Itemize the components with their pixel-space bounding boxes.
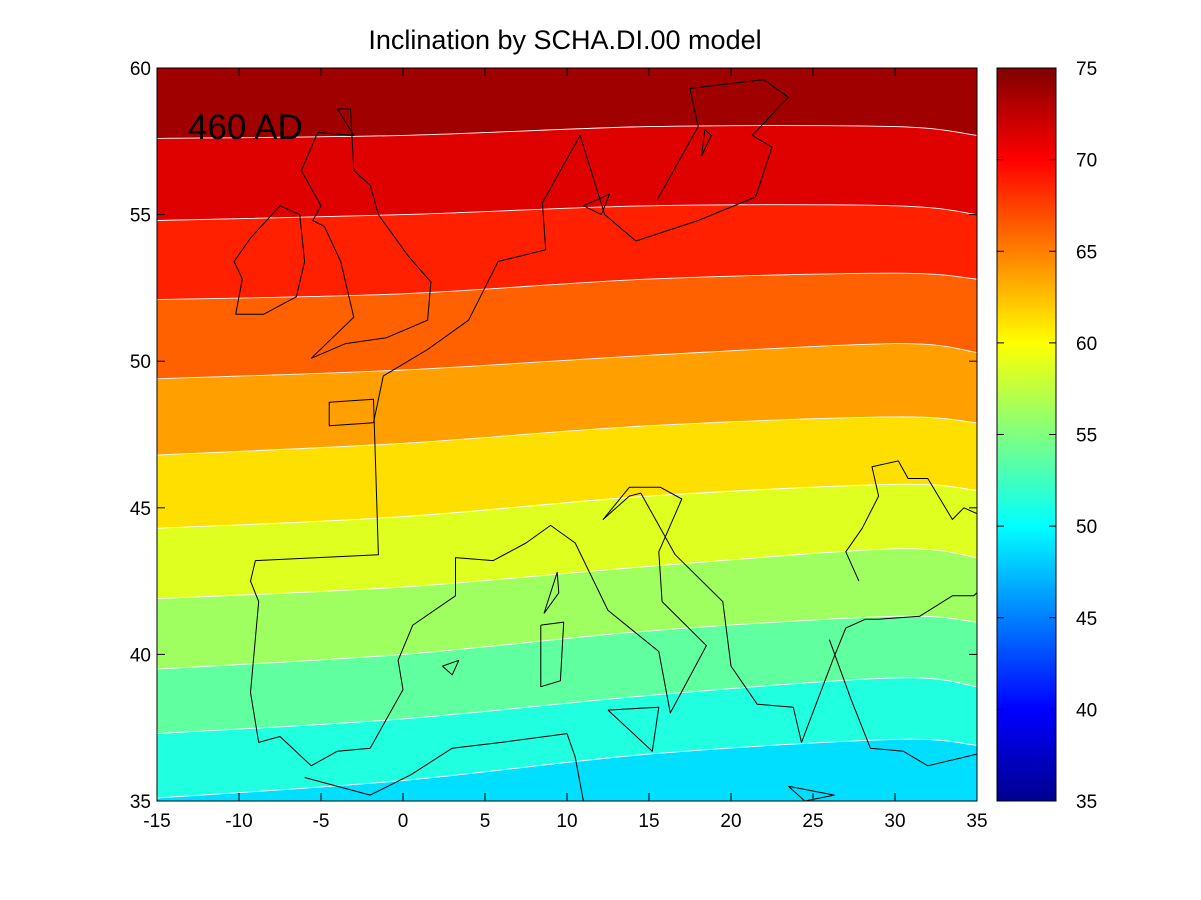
colorbar-gradient — [997, 68, 1056, 801]
colorbar-tick-label: 55 — [1076, 426, 1097, 447]
x-tick-label: 10 — [556, 811, 577, 832]
chart-title: Inclination by SCHA.DI.00 model — [368, 25, 761, 55]
coastline-great-britain — [300, 108, 432, 359]
colorbar-tick-label: 65 — [1076, 242, 1097, 263]
colorbar-tick-label: 70 — [1076, 151, 1097, 172]
x-tick-label: -15 — [143, 811, 170, 832]
coastline-gotland — [701, 129, 712, 157]
y-tick-label: 45 — [130, 499, 151, 520]
coastline-crete — [788, 785, 835, 801]
coastline-sjaelland — [583, 193, 611, 216]
isoline-62.5 — [157, 416, 977, 456]
colorbar-tick-label: 75 — [1076, 59, 1097, 80]
coastline-iberia-france-italy-balkans — [250, 398, 977, 767]
colorbar: 35 40 45 50 55 60 65 70 75 — [996, 59, 1097, 813]
y-tick-label: 35 — [130, 792, 151, 813]
x-tick-label: 25 — [802, 811, 823, 832]
coastline-corsica — [543, 571, 560, 614]
y-tick-label: 60 — [130, 59, 151, 80]
map-plot-area: -15 -10 -5 0 5 10 15 20 25 30 35 35 40 45 50 55 60 460 … — [130, 59, 988, 832]
x-tick-label: 5 — [480, 811, 491, 832]
y-tick-label: 50 — [130, 352, 151, 373]
coastline-sardinia — [540, 621, 565, 688]
coastline-north-africa — [304, 733, 584, 801]
x-axis: -15 -10 -5 0 5 10 15 20 25 30 35 — [143, 68, 988, 832]
x-tick-label: 0 — [398, 811, 409, 832]
coastline-mallorca — [442, 659, 460, 676]
isoline-65 — [157, 343, 977, 380]
x-tick-label: -10 — [225, 811, 252, 832]
isoline-57.5 — [157, 548, 977, 600]
colorbar-tick-label: 45 — [1076, 609, 1097, 630]
isoline-67.5 — [157, 272, 977, 301]
contour-band-50 — [157, 739, 977, 801]
coastline-sicily — [607, 706, 660, 752]
y-tick-label: 55 — [130, 206, 151, 227]
coastline-anatolia — [828, 639, 977, 767]
isoline-52.5 — [157, 677, 977, 735]
isoline-50 — [157, 738, 977, 799]
colorbar-tick-label: 60 — [1076, 334, 1097, 355]
epoch-annotation: 460 AD — [188, 108, 303, 147]
colorbar-frame — [996, 67, 1057, 802]
isoline-70 — [157, 204, 977, 221]
isoline-55 — [157, 615, 977, 670]
coastline-black-sea-coast — [845, 460, 977, 582]
x-tick-label: -5 — [313, 811, 330, 832]
y-axis: 35 40 45 50 55 60 — [130, 59, 977, 813]
y-tick-label: 40 — [130, 645, 151, 666]
colorbar-tick-label: 50 — [1076, 517, 1097, 538]
coastline-continental-europe — [373, 79, 789, 423]
x-tick-label: 30 — [884, 811, 905, 832]
colorbar-tick-label: 40 — [1076, 700, 1097, 721]
x-tick-label: 15 — [638, 811, 659, 832]
isoline-72.5 — [157, 125, 977, 139]
isoline-60 — [157, 483, 977, 529]
coastline-ireland — [233, 205, 306, 315]
x-tick-label: 35 — [966, 811, 987, 832]
x-tick-label: 20 — [720, 811, 741, 832]
colorbar-tick-label: 35 — [1076, 792, 1097, 813]
